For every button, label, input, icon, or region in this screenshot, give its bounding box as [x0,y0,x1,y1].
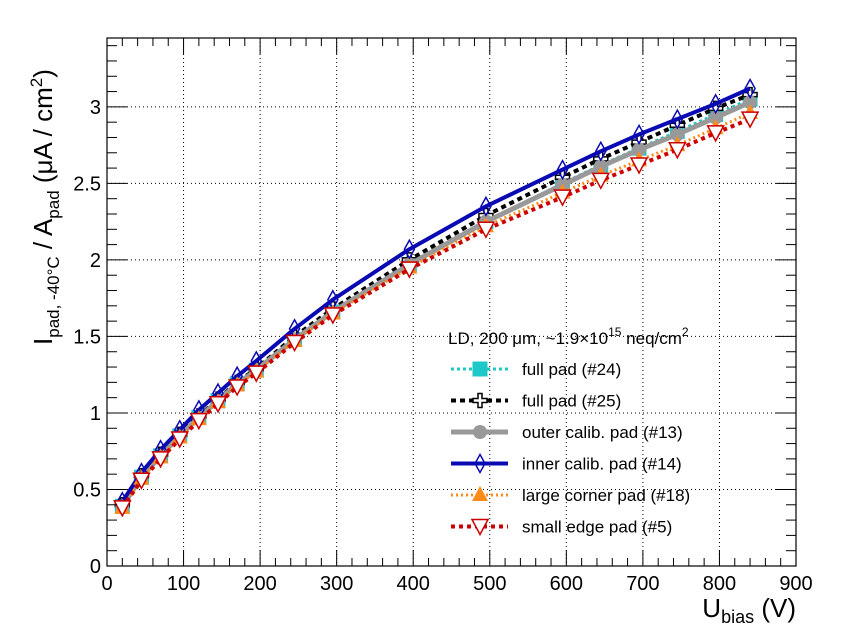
legend-title: LD, 200 μm, ~1.9×1015 neq/cm2 [448,325,689,348]
data-point [556,159,569,181]
legend-marker [474,452,486,475]
x-tick-label: 200 [243,573,276,595]
data-point [708,110,723,125]
y-tick-label: 3 [90,97,101,119]
legend-label: outer calib. pad (#13) [522,423,683,442]
x-axis-title: Ubias (V) [702,593,796,627]
data-point [740,111,760,129]
data-point [403,238,416,260]
data-point [670,127,685,142]
data-point [400,261,419,279]
legend-marker [472,486,488,501]
legend-label: full pad (#24) [522,360,621,379]
legend-entry: inner calib. pad (#14) [451,452,682,475]
data-point [706,125,725,143]
data-point [480,195,492,217]
data-point [476,221,496,239]
legend-label: small edge pad (#5) [522,518,672,537]
data-point [227,379,247,397]
data-point [247,365,266,383]
y-tick-label: 0 [90,556,101,578]
series-6 [113,111,760,518]
y-tick-label: 2 [90,250,101,272]
y-tick-label: 1 [90,403,101,425]
legend-marker [472,361,488,377]
legend-entry: outer calib. pad (#13) [451,423,683,442]
data-point [132,472,151,490]
x-tick-label: 900 [779,573,812,595]
x-tick-label: 100 [167,573,200,595]
legend: LD, 200 μm, ~1.9×1015 neq/cm2 full pad (… [448,325,690,537]
data-point [151,451,170,469]
legend-label: large corner pad (#18) [522,486,690,505]
x-tick-label: 600 [550,573,583,595]
series-layer [113,77,760,518]
data-point [591,172,611,190]
data-point [593,159,608,174]
tick-labels: 0 100 200 300 400 500 600 700 800 900 0 0.5 1 1.5 2 2.5… [73,97,813,595]
y-tick-label: 0.5 [73,479,101,501]
data-point [743,95,758,110]
data-point [668,141,687,160]
data-point [170,431,189,449]
data-point [113,500,132,518]
data-point [632,142,647,157]
legend-entry: large corner pad (#18) [451,486,690,505]
data-point [594,140,607,162]
axis-ticks [106,38,797,567]
data-point [553,189,572,207]
legend-entry: full pad (#25) [451,392,621,411]
x-tick-label: 500 [473,573,506,595]
data-point [671,108,684,130]
data-point [189,412,209,431]
x-tick-label: 700 [626,573,659,595]
data-point [744,77,756,100]
y-tick-label: 1.5 [73,326,101,348]
x-tick-label: 0 [101,573,112,595]
y-tick-label: 2.5 [73,173,101,195]
x-tick-label: 800 [703,573,736,595]
legend-label: full pad (#25) [522,392,621,411]
x-tick-label: 300 [320,573,353,595]
plot-frame [106,37,797,567]
legend-entry: small edge pad (#5) [451,518,672,537]
y-axis-title: Ipad, -40°C / Apad (μA / cm2) [27,69,63,345]
legend-entries: full pad (#24) full pad (#25) outer calib.… [451,360,690,537]
legend-marker [470,518,490,537]
data-point [323,307,343,325]
data-point [285,334,304,353]
x-tick-label: 400 [397,573,430,595]
legend-marker [473,425,487,439]
legend-marker [472,392,488,409]
data-point [709,93,722,115]
legend-label: inner calib. pad (#14) [522,455,682,474]
legend-entry: full pad (#24) [451,360,621,379]
data-point [208,396,228,414]
data-point [629,157,649,175]
data-point [633,123,645,145]
